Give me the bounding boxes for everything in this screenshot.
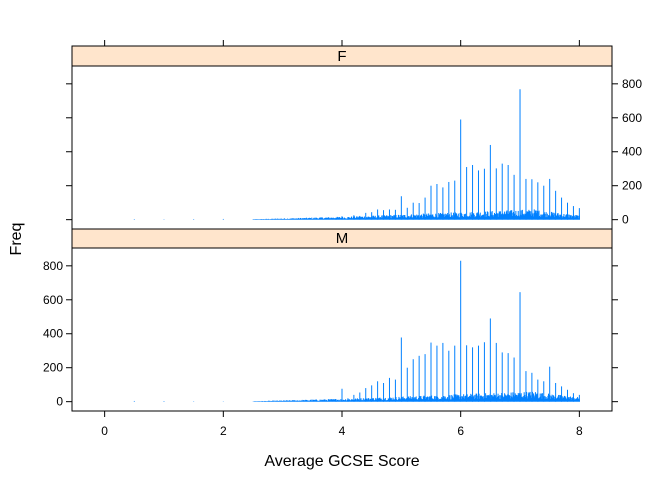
y-tick-label: 0 [622, 213, 629, 227]
panel-F: F [71, 45, 613, 230]
panel-frame-F [71, 65, 613, 230]
y-tick-label: 600 [622, 111, 642, 125]
x-tick-label: 0 [101, 424, 108, 438]
y-tick-label: 800 [622, 77, 642, 91]
spikes-M [335, 260, 580, 402]
strip-label-M: M [336, 230, 349, 247]
y-tick-label: 200 [622, 179, 642, 193]
fill-spikes-F [133, 209, 580, 220]
y-tick-label: 400 [43, 327, 63, 341]
strip-label-F: F [337, 48, 346, 65]
spikes-F [335, 89, 580, 220]
x-tick-label: 8 [576, 424, 583, 438]
panel-M: M [71, 228, 613, 412]
y-tick-label: 600 [43, 293, 63, 307]
panels-group: FM [71, 45, 613, 412]
y-tick-label: 200 [43, 361, 63, 375]
y-tick-label: 400 [622, 145, 642, 159]
y-axis-title: Freq [8, 223, 25, 256]
panel-frame-M [71, 247, 613, 412]
x-axis-title: Average GCSE Score [264, 453, 419, 470]
y-tick-label: 0 [56, 395, 63, 409]
y-tick-label: 800 [43, 259, 63, 273]
fill-spikes-M [133, 391, 580, 402]
x-tick-label: 2 [220, 424, 227, 438]
axes-group: 0 200 400 600 800 0 200 400 600 800 0 2 4 6 8 [43, 40, 642, 438]
x-tick-label: 4 [339, 424, 346, 438]
x-tick-label: 6 [457, 424, 464, 438]
